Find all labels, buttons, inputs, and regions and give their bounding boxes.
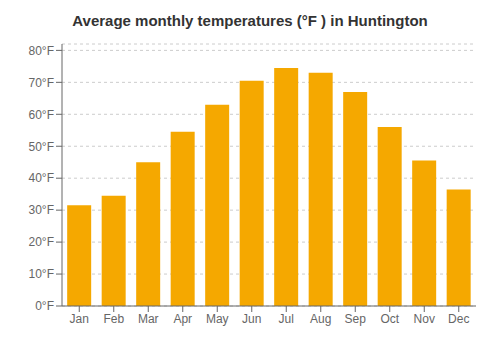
svg-text:May: May bbox=[206, 312, 229, 326]
svg-text:20°F: 20°F bbox=[29, 235, 54, 249]
svg-text:80°F: 80°F bbox=[29, 44, 54, 58]
svg-text:Oct: Oct bbox=[380, 312, 399, 326]
svg-text:Jun: Jun bbox=[242, 312, 261, 326]
svg-text:30°F: 30°F bbox=[29, 203, 54, 217]
svg-text:Apr: Apr bbox=[173, 312, 192, 326]
html-text:Average monthly temperatures (: Average monthly temperatures (°F ) in Hu… bbox=[72, 12, 428, 29]
svg-text:50°F: 50°F bbox=[29, 140, 54, 154]
svg-text:10°F: 10°F bbox=[29, 267, 54, 281]
svg-text:Sep: Sep bbox=[345, 312, 367, 326]
svg-text:70°F: 70°F bbox=[29, 76, 54, 90]
svg-text:Jan: Jan bbox=[70, 312, 89, 326]
svg-text:40°F: 40°F bbox=[29, 171, 54, 185]
svg-text:Jul: Jul bbox=[279, 312, 294, 326]
svg-text:0°F: 0°F bbox=[35, 299, 54, 313]
svg-text:60°F: 60°F bbox=[29, 108, 54, 122]
svg-text:Feb: Feb bbox=[103, 312, 124, 326]
svg-text:Nov: Nov bbox=[414, 312, 435, 326]
svg-text:Mar: Mar bbox=[138, 312, 159, 326]
svg-text:Dec: Dec bbox=[448, 312, 469, 326]
svg-text:Aug: Aug bbox=[310, 312, 331, 326]
